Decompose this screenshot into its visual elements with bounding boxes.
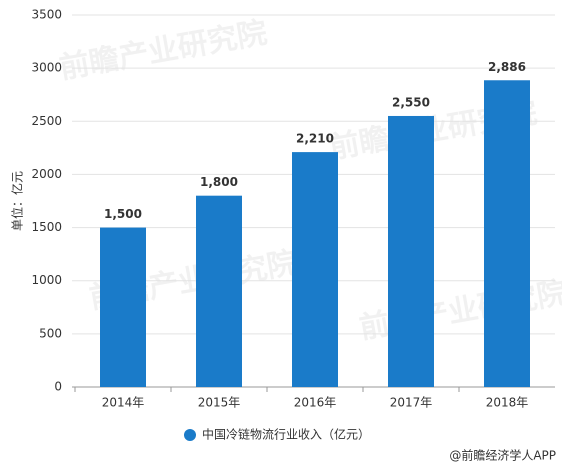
value-label: 2,550 (392, 95, 430, 109)
y-tick-label: 3500 (31, 8, 62, 22)
source: @前瞻经济学人APP (449, 448, 556, 463)
y-tick-label: 2000 (31, 167, 62, 181)
bar (100, 227, 146, 387)
bar (484, 80, 530, 387)
y-axis-label: 单位：亿元 (10, 171, 25, 231)
y-tick-label: 1500 (31, 220, 62, 234)
value-label: 1,500 (104, 207, 142, 221)
legend-marker (184, 429, 196, 441)
y-tick-label: 0 (54, 380, 62, 394)
bar (196, 195, 242, 387)
value-label: 1,800 (200, 175, 238, 189)
bar (388, 115, 434, 387)
y-tick-label: 1000 (31, 273, 62, 287)
watermark: 前瞻产业研究院 (57, 15, 270, 86)
x-tick-label: 2017年 (390, 396, 433, 410)
x-tick-label: 2018年 (486, 396, 529, 410)
watermark: 前瞻产业研究院 (357, 275, 562, 346)
x-tick-label: 2015年 (198, 396, 241, 410)
x-tick-label: 2016年 (294, 396, 337, 410)
x-tick-label: 2014年 (102, 396, 145, 410)
value-label: 2,210 (296, 132, 334, 146)
y-tick-label: 500 (39, 326, 62, 340)
bar (292, 152, 338, 387)
y-tick-label: 3000 (31, 61, 62, 75)
y-tick-label: 2500 (31, 114, 62, 128)
legend-label: 中国冷链物流行业收入（亿元） (202, 427, 370, 442)
value-label: 2,886 (488, 60, 526, 74)
